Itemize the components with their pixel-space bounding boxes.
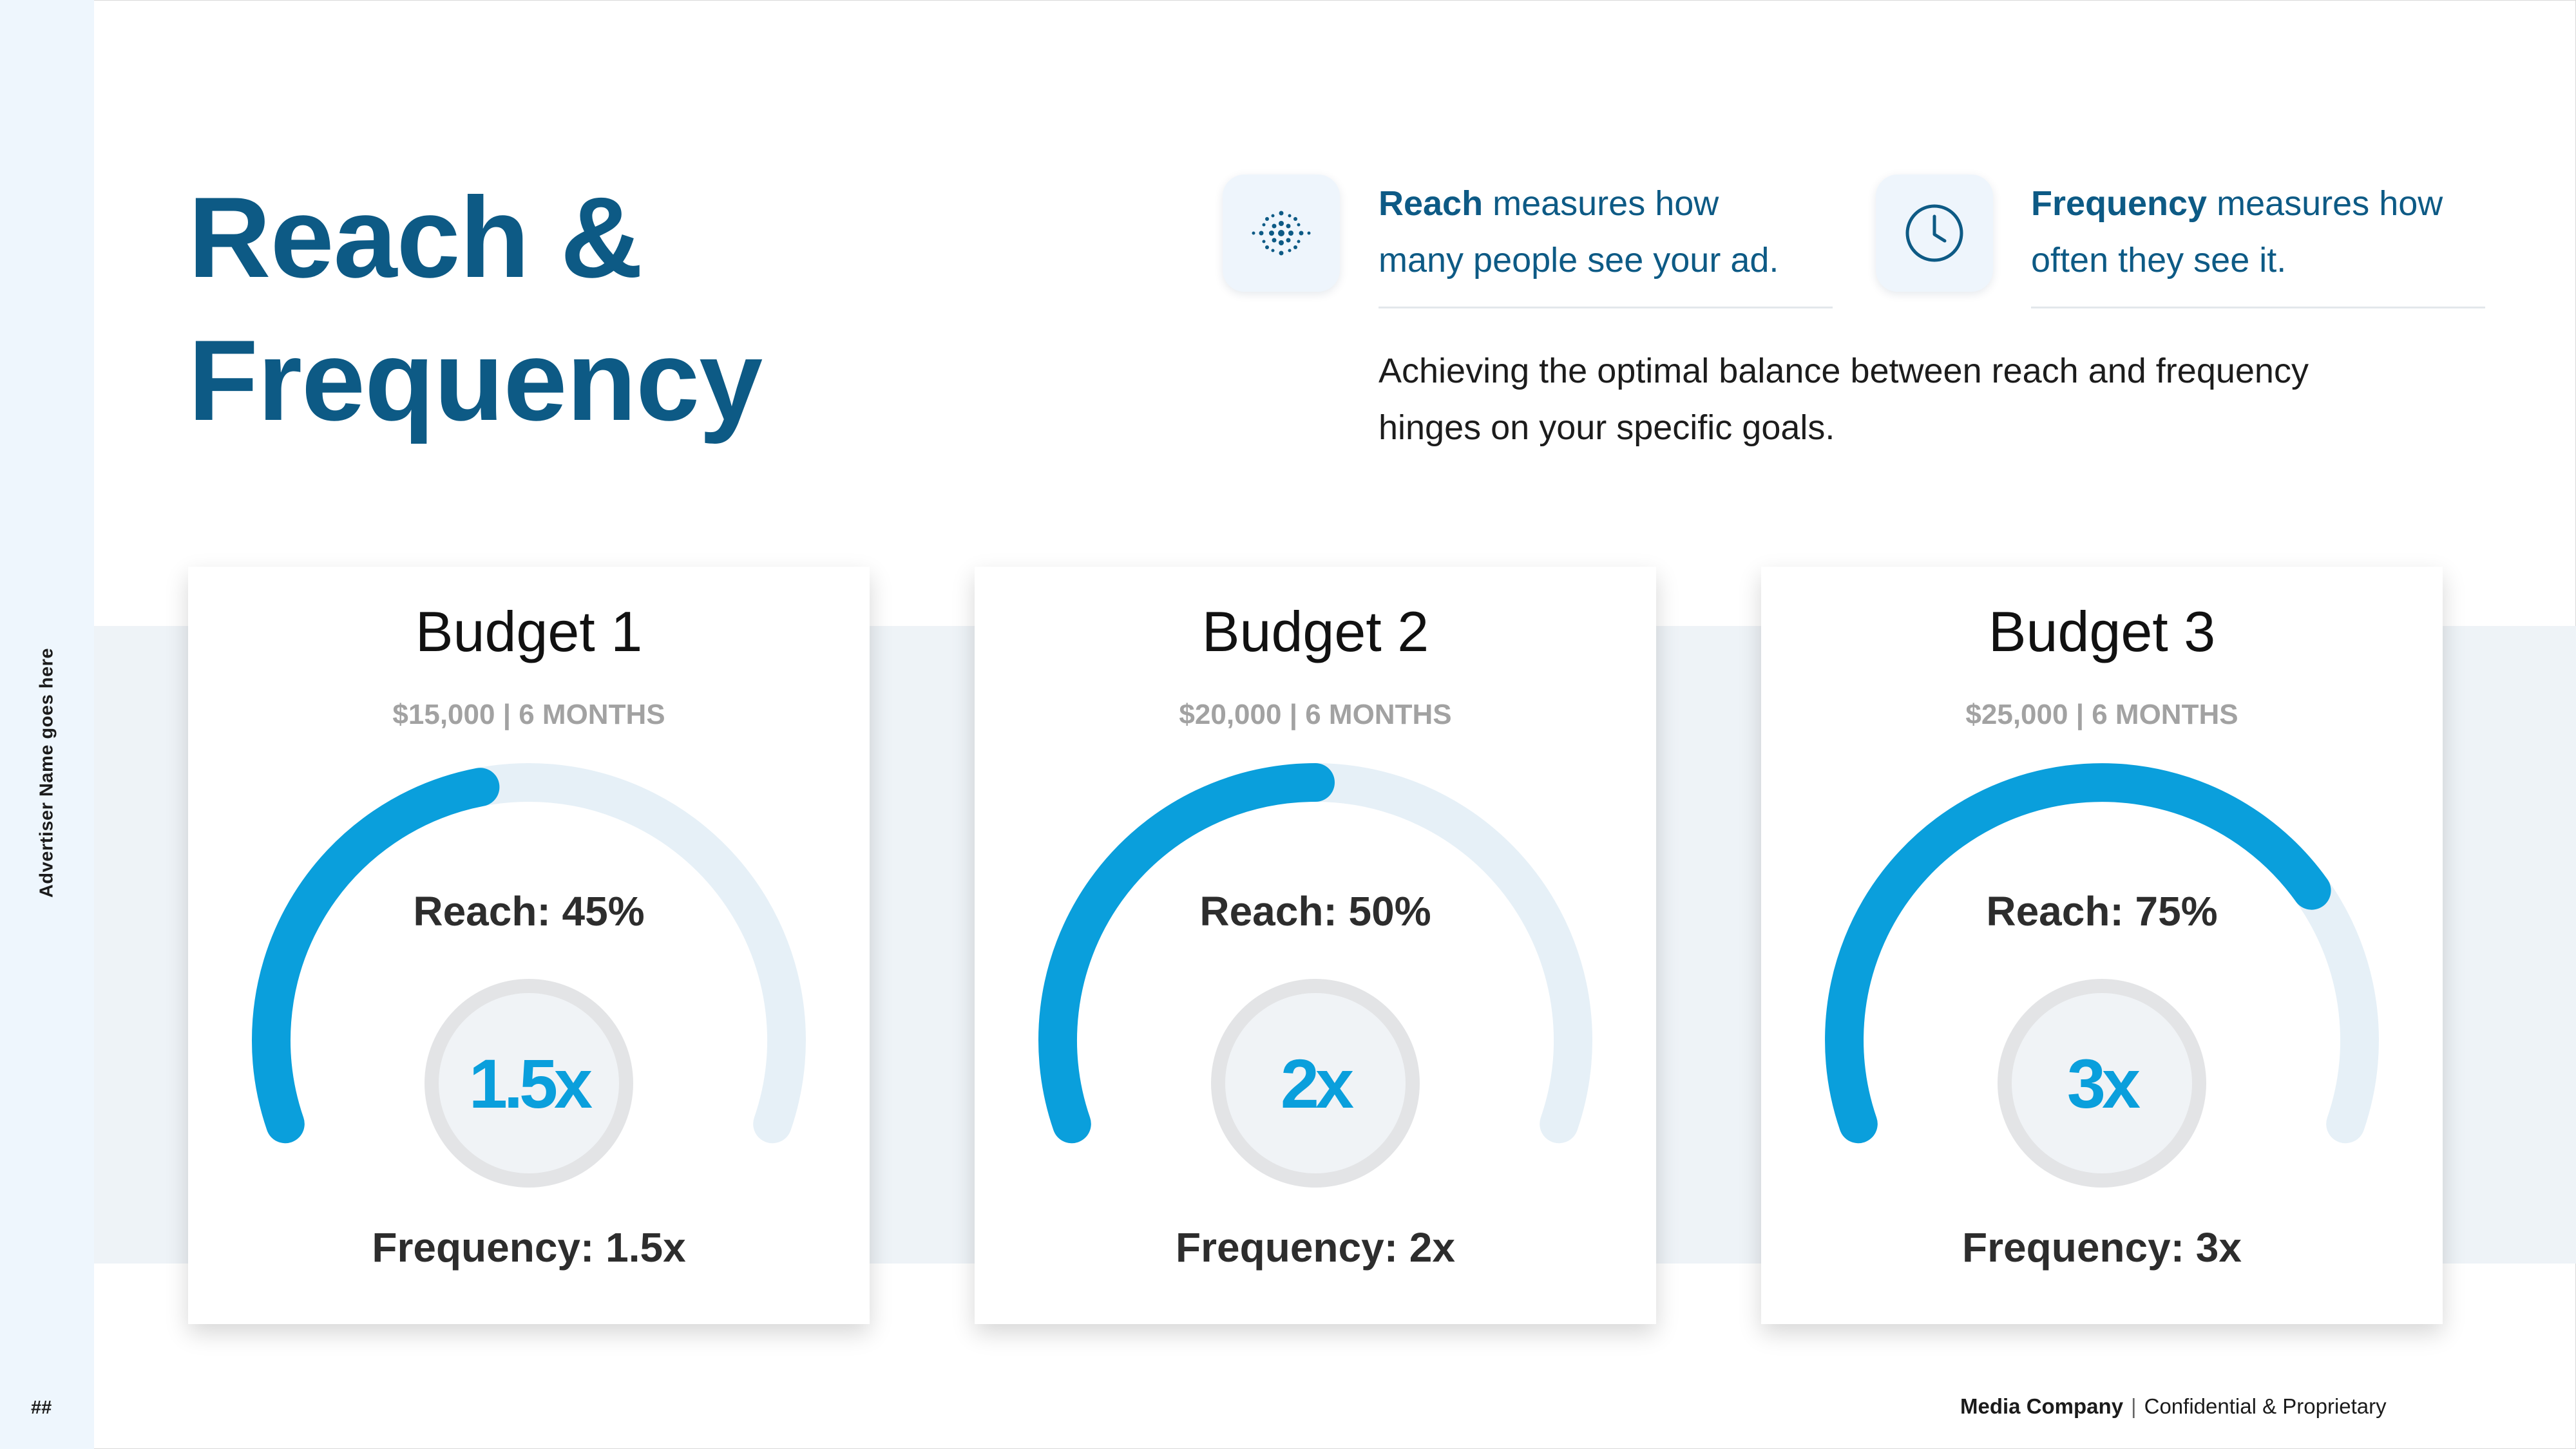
page-title: Reach & Frequency [188, 166, 763, 452]
frequency-circle-2: 2x [1211, 979, 1420, 1188]
budget-card-3 [1761, 567, 2443, 1324]
page-number: ## [31, 1397, 52, 1418]
frequency-label-3: Frequency: 3x [1962, 1224, 2242, 1271]
footer: Media Company | Confidential & Proprietary [1960, 1394, 2387, 1419]
title-line-2: Frequency [188, 316, 763, 444]
advertiser-name: Advertiser Name goes here [36, 647, 57, 898]
reach-definition-line2: many people see your ad. [1379, 241, 1779, 279]
frequency-circle-3: 3x [1998, 979, 2206, 1188]
reach-label-3: Reach: 75% [1986, 888, 2218, 934]
title-line-1: Reach & [188, 173, 643, 301]
reach-label-2: Reach: 50% [1199, 888, 1431, 934]
summary-line2: hinges on your specific goals. [1379, 408, 1835, 447]
reach-term: Reach [1379, 184, 1484, 223]
footer-company: Media Company [1960, 1394, 2124, 1418]
frequency-definition: Frequency measures how often they see it… [2031, 175, 2495, 289]
people-network-icon [1223, 175, 1340, 292]
budget-title-2: Budget 2 [1201, 600, 1429, 663]
reach-divider [1379, 307, 1833, 308]
frequency-label-2: Frequency: 2x [1176, 1224, 1455, 1271]
left-rail: Advertiser Name goes here ## [0, 0, 94, 1449]
frequency-definition-line1: measures how [2207, 184, 2443, 223]
frequency-value-2: 2x [1225, 993, 1406, 1173]
frequency-divider [2031, 307, 2485, 308]
budget-card-2 [975, 567, 1656, 1324]
clock-icon [1876, 175, 1993, 292]
reach-definition-line1: measures how [1483, 184, 1719, 223]
budget-subtitle-3: $25,000 | 6 MONTHS [1965, 699, 2238, 730]
budget-title-1: Budget 1 [415, 600, 643, 663]
frequency-circle-1: 1.5x [425, 979, 633, 1188]
budget-subtitle-2: $20,000 | 6 MONTHS [1179, 699, 1452, 730]
summary-text: Achieving the optimal balance between re… [1379, 343, 2422, 456]
frequency-term: Frequency [2031, 184, 2208, 223]
footer-note: Confidential & Proprietary [2144, 1394, 2387, 1418]
frequency-definition-line2: often they see it. [2031, 241, 2287, 279]
reach-definition: Reach measures how many people see your … [1379, 175, 1842, 289]
budget-title-3: Budget 3 [1988, 600, 2216, 663]
budget-card-1 [188, 567, 870, 1324]
footer-separator: | [2131, 1394, 2137, 1418]
frequency-value-1: 1.5x [439, 993, 619, 1173]
frequency-label-1: Frequency: 1.5x [372, 1224, 686, 1271]
frequency-value-3: 3x [2012, 993, 2192, 1173]
reach-label-1: Reach: 45% [413, 888, 645, 934]
summary-line1: Achieving the optimal balance between re… [1379, 352, 2309, 390]
budget-subtitle-1: $15,000 | 6 MONTHS [392, 699, 665, 730]
